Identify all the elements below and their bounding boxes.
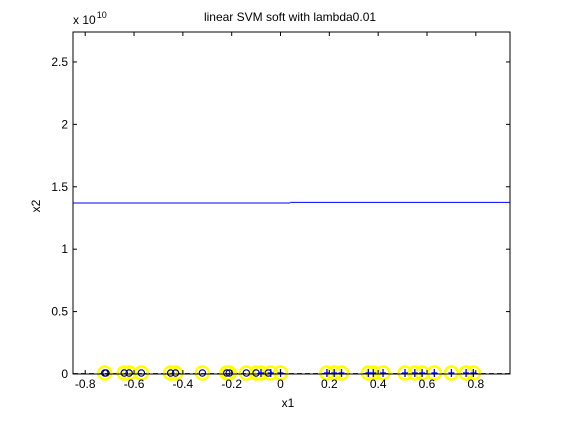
x-tick-label: 0.8	[467, 377, 484, 391]
x-tick-label: 0.4	[370, 377, 387, 391]
data-point-plus	[419, 369, 426, 377]
y-tick-label: 2.5	[51, 55, 68, 69]
y-multiplier-label: x 1010	[73, 10, 107, 27]
data-point-o	[125, 369, 133, 377]
x-tick-label: -0.2	[221, 377, 242, 391]
support-vector-marker	[167, 365, 184, 381]
y-tick-label: 1	[61, 242, 68, 256]
x-tick-label: 0.2	[321, 377, 338, 391]
x-tick-label: -0.4	[173, 377, 194, 391]
data-point-plus	[448, 369, 455, 377]
data-point-plus	[411, 369, 418, 377]
data-point-plus	[431, 369, 438, 377]
data-point-plus	[267, 369, 274, 377]
support-vector-marker	[253, 365, 269, 381]
y-tick-label: 2	[61, 117, 68, 131]
y-multiplier-base: x 10	[73, 13, 96, 27]
x-tick-label: -0.8	[75, 377, 96, 391]
data-point-o	[171, 369, 180, 377]
data-point-o	[242, 369, 251, 377]
data-point-plus	[331, 369, 338, 377]
support-vector-marker	[221, 365, 237, 381]
data-point-o	[166, 369, 175, 377]
data-point-o	[102, 369, 110, 377]
data-point-o	[120, 369, 129, 377]
decision-boundary-layer	[73, 201, 510, 204]
data-point-o	[223, 369, 231, 377]
support-vector-marker	[262, 365, 279, 381]
support-vector-marker	[375, 365, 391, 381]
support-vector-marker	[443, 365, 460, 381]
support-vector-marker	[272, 365, 289, 381]
support-vector-marker	[96, 365, 113, 381]
chart-title: linear SVM soft with lambda0.01	[204, 10, 376, 24]
data-point-plus	[402, 369, 409, 377]
data-point-o	[137, 369, 146, 377]
x-tick-label: -0.6	[124, 377, 145, 391]
plot-frame	[72, 31, 511, 375]
data-point-plus	[463, 369, 470, 377]
data-point-plus	[257, 369, 264, 377]
y-axis-label: x2	[29, 199, 43, 212]
x-tick-label: 0.6	[419, 377, 436, 391]
support-vector-marker	[116, 365, 133, 381]
tick-layer: -0.8 -0.6 -0.4 -0.2 0 0.2 0.4 0.6 0.8 0 0.5 1 1.5 2 2.…	[51, 32, 510, 391]
data-point-plus	[380, 369, 387, 377]
support-vector-marker	[162, 365, 179, 381]
support-vector-marker	[397, 365, 413, 381]
x-axis-label: x1	[282, 396, 295, 410]
data-point-o	[198, 369, 207, 377]
y-multiplier-exponent: 10	[97, 10, 107, 20]
support-vector-marker	[194, 365, 211, 381]
support-vector-marker	[133, 365, 150, 381]
support-vector-marker	[426, 365, 443, 381]
x-tick-label: 0	[277, 377, 284, 391]
data-point-o	[225, 369, 234, 377]
data-point-plus	[370, 369, 377, 377]
y-tick-label: 0.5	[51, 305, 68, 319]
y-tick-label: 1.5	[51, 180, 68, 194]
y-tick-label: 0	[61, 367, 68, 381]
data-point-plus	[338, 369, 345, 377]
